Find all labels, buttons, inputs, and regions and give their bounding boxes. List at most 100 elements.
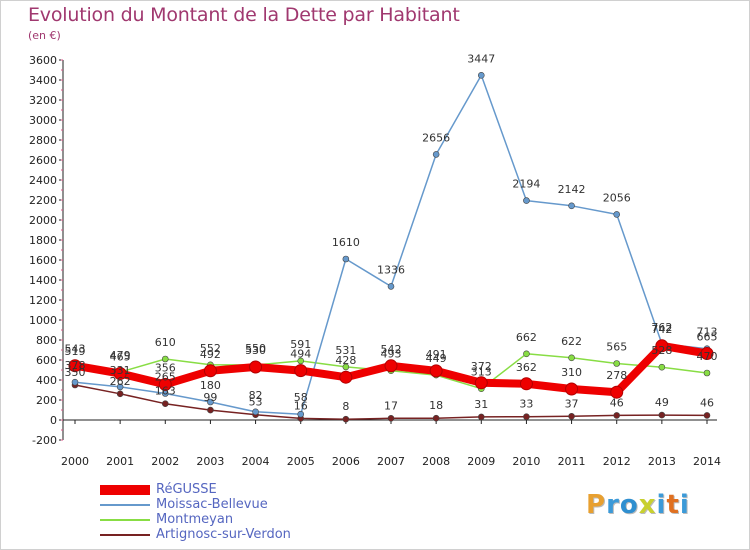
y-tick-label: -200 [32,434,57,447]
data-label: 519 [65,345,86,358]
data-label: 542 [381,343,402,356]
data-label: 552 [200,342,221,355]
data-label: 53 [249,396,263,409]
logo-letter: i [656,490,667,520]
y-tick-label: 1200 [29,294,57,307]
data-point [610,385,624,399]
data-label: 310 [561,366,582,379]
data-point [613,360,621,367]
data-point [477,72,485,79]
data-label: 565 [606,341,627,354]
data-point [71,378,79,386]
data-label: 610 [155,336,176,349]
logo-letter: x [638,490,657,520]
data-point [523,413,530,421]
data-point [568,354,575,362]
data-point [568,412,575,420]
y-tick-label: 1000 [29,314,57,327]
x-tick-label: 2009 [467,455,495,468]
data-label: 17 [384,399,398,412]
data-point [116,383,124,391]
x-tick-label: 2012 [603,455,631,468]
data-point [568,202,575,210]
data-label: 49 [655,396,669,409]
data-label: 762 [651,321,672,334]
y-tick-label: 1600 [29,254,57,267]
data-point [207,398,214,406]
x-tick-label: 2002 [151,455,179,468]
data-label: 378 [65,359,86,372]
y-tick-label: 200 [36,394,57,407]
data-label: 494 [290,348,311,361]
data-label: 313 [471,366,492,379]
x-tick-label: 2006 [332,455,360,468]
legend-swatch [100,504,150,506]
data-point [658,411,666,419]
y-tick-label: 400 [36,374,57,387]
data-label: 1610 [332,236,360,249]
logo-letter: r [606,490,620,520]
data-point [252,408,259,416]
y-tick-label: 1400 [29,274,57,287]
x-tick-label: 2008 [422,455,450,468]
data-point [703,369,711,377]
data-point [342,363,350,371]
data-point [116,390,124,398]
y-tick-label: 1800 [29,234,57,247]
data-point [613,211,621,218]
y-tick-label: 2400 [29,174,57,187]
data-label: 46 [610,396,624,409]
legend-label: RéGUSSE [156,482,217,497]
data-label: 449 [426,352,447,365]
y-tick-label: 2800 [29,134,57,147]
data-label: 2056 [603,191,631,204]
legend-swatch [100,519,150,521]
data-point [68,359,82,373]
y-tick-label: 2200 [29,194,57,207]
data-label: 33 [519,398,533,411]
data-label: 362 [516,361,537,374]
data-label: 742 [651,323,672,336]
proxiti-logo: Proxiti [586,490,690,520]
data-point [158,377,172,391]
y-tick-label: 3200 [29,94,57,107]
data-label: 531 [335,344,356,357]
legend-label: Moissac-Bellevue [156,497,268,512]
x-tick-label: 2010 [512,455,540,468]
data-label: 622 [561,335,582,348]
data-label: 372 [471,360,492,373]
data-label: 550 [245,342,266,355]
data-point [432,414,440,422]
x-tick-label: 2013 [648,455,676,468]
data-point [432,151,440,158]
data-point [297,410,305,418]
data-label: 265 [155,371,176,384]
data-label: 492 [200,348,221,361]
x-tick-label: 2011 [558,455,586,468]
legend-swatch [100,534,150,536]
data-point [297,357,305,365]
data-label: 491 [426,348,447,361]
legend-label: Artignosc-sur-Verdon [156,527,291,542]
y-tick-label: 800 [36,334,57,347]
data-label: 543 [65,343,86,356]
data-label: 665 [697,331,718,344]
data-label: 356 [155,361,176,374]
data-point [655,339,669,353]
logo-letter: i [679,490,690,520]
data-point [703,412,711,419]
data-point [429,364,443,378]
y-tick-label: 600 [36,354,57,367]
data-label: 37 [565,397,579,410]
data-label: 428 [335,354,356,367]
legend-label: Montmeyan [156,512,234,527]
data-point [161,355,169,363]
x-tick-label: 2001 [106,455,134,468]
data-point [519,377,533,391]
x-tick-label: 2000 [61,455,89,468]
data-label: 470 [697,350,718,363]
chart-unit: (en €) [28,29,61,42]
logo-letter: o [619,490,639,520]
data-point [523,350,530,358]
